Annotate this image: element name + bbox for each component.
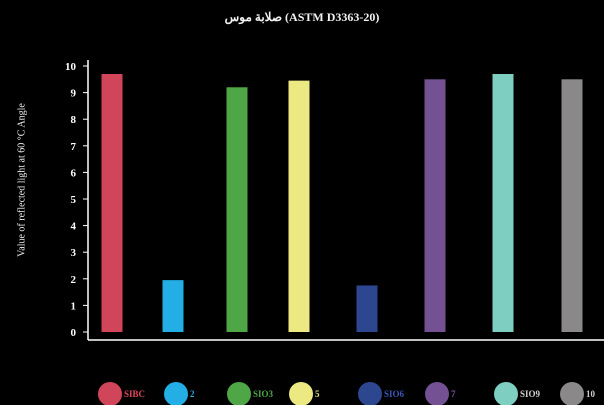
y-tick-label: 3 (71, 247, 77, 259)
y-tick-label: 6 (71, 167, 77, 179)
legend-label: SIO9 (520, 389, 541, 399)
legend-swatch-sio3 (227, 382, 251, 405)
chart-title: صلابة موس (ASTM D3363-20) (224, 10, 380, 24)
bar-sibc (101, 73, 123, 332)
y-tick-label: 5 (71, 194, 77, 206)
legend-swatch-sio7 (425, 382, 449, 405)
legend-swatch-sio5 (289, 382, 313, 405)
bar-sio6 (356, 285, 378, 332)
legend-label: 5 (315, 389, 320, 399)
bar-sio7 (424, 79, 446, 332)
y-tick-label: 4 (71, 221, 77, 233)
legend-label: 10 (586, 389, 596, 399)
legend-label: SIO3 (253, 389, 274, 399)
bar-sio3 (226, 87, 248, 332)
y-tick-label: 8 (71, 114, 77, 126)
legend-label: 2 (190, 389, 195, 399)
y-tick-label: 7 (71, 141, 77, 153)
y-tick-label: 1 (71, 300, 77, 312)
bar-sio9 (492, 73, 514, 332)
legend-swatch-sio9 (494, 382, 518, 405)
y-tick-label: 9 (71, 88, 77, 100)
y-tick-label: 10 (65, 61, 77, 73)
legend-swatch-sio6 (358, 382, 382, 405)
y-tick-label: 2 (71, 274, 77, 286)
legend-label: SIO6 (384, 389, 405, 399)
legend-swatch-sibc (98, 382, 122, 405)
bar-sio5 (288, 80, 310, 332)
bar-sio2 (162, 280, 184, 332)
legend-swatch-sio2 (164, 382, 188, 405)
legend-swatch-sio10 (560, 382, 584, 405)
y-tick-label: 0 (71, 327, 77, 339)
legend-label: 7 (451, 389, 456, 399)
legend-label: SIBC (124, 389, 145, 399)
bar-sio10 (561, 79, 583, 332)
